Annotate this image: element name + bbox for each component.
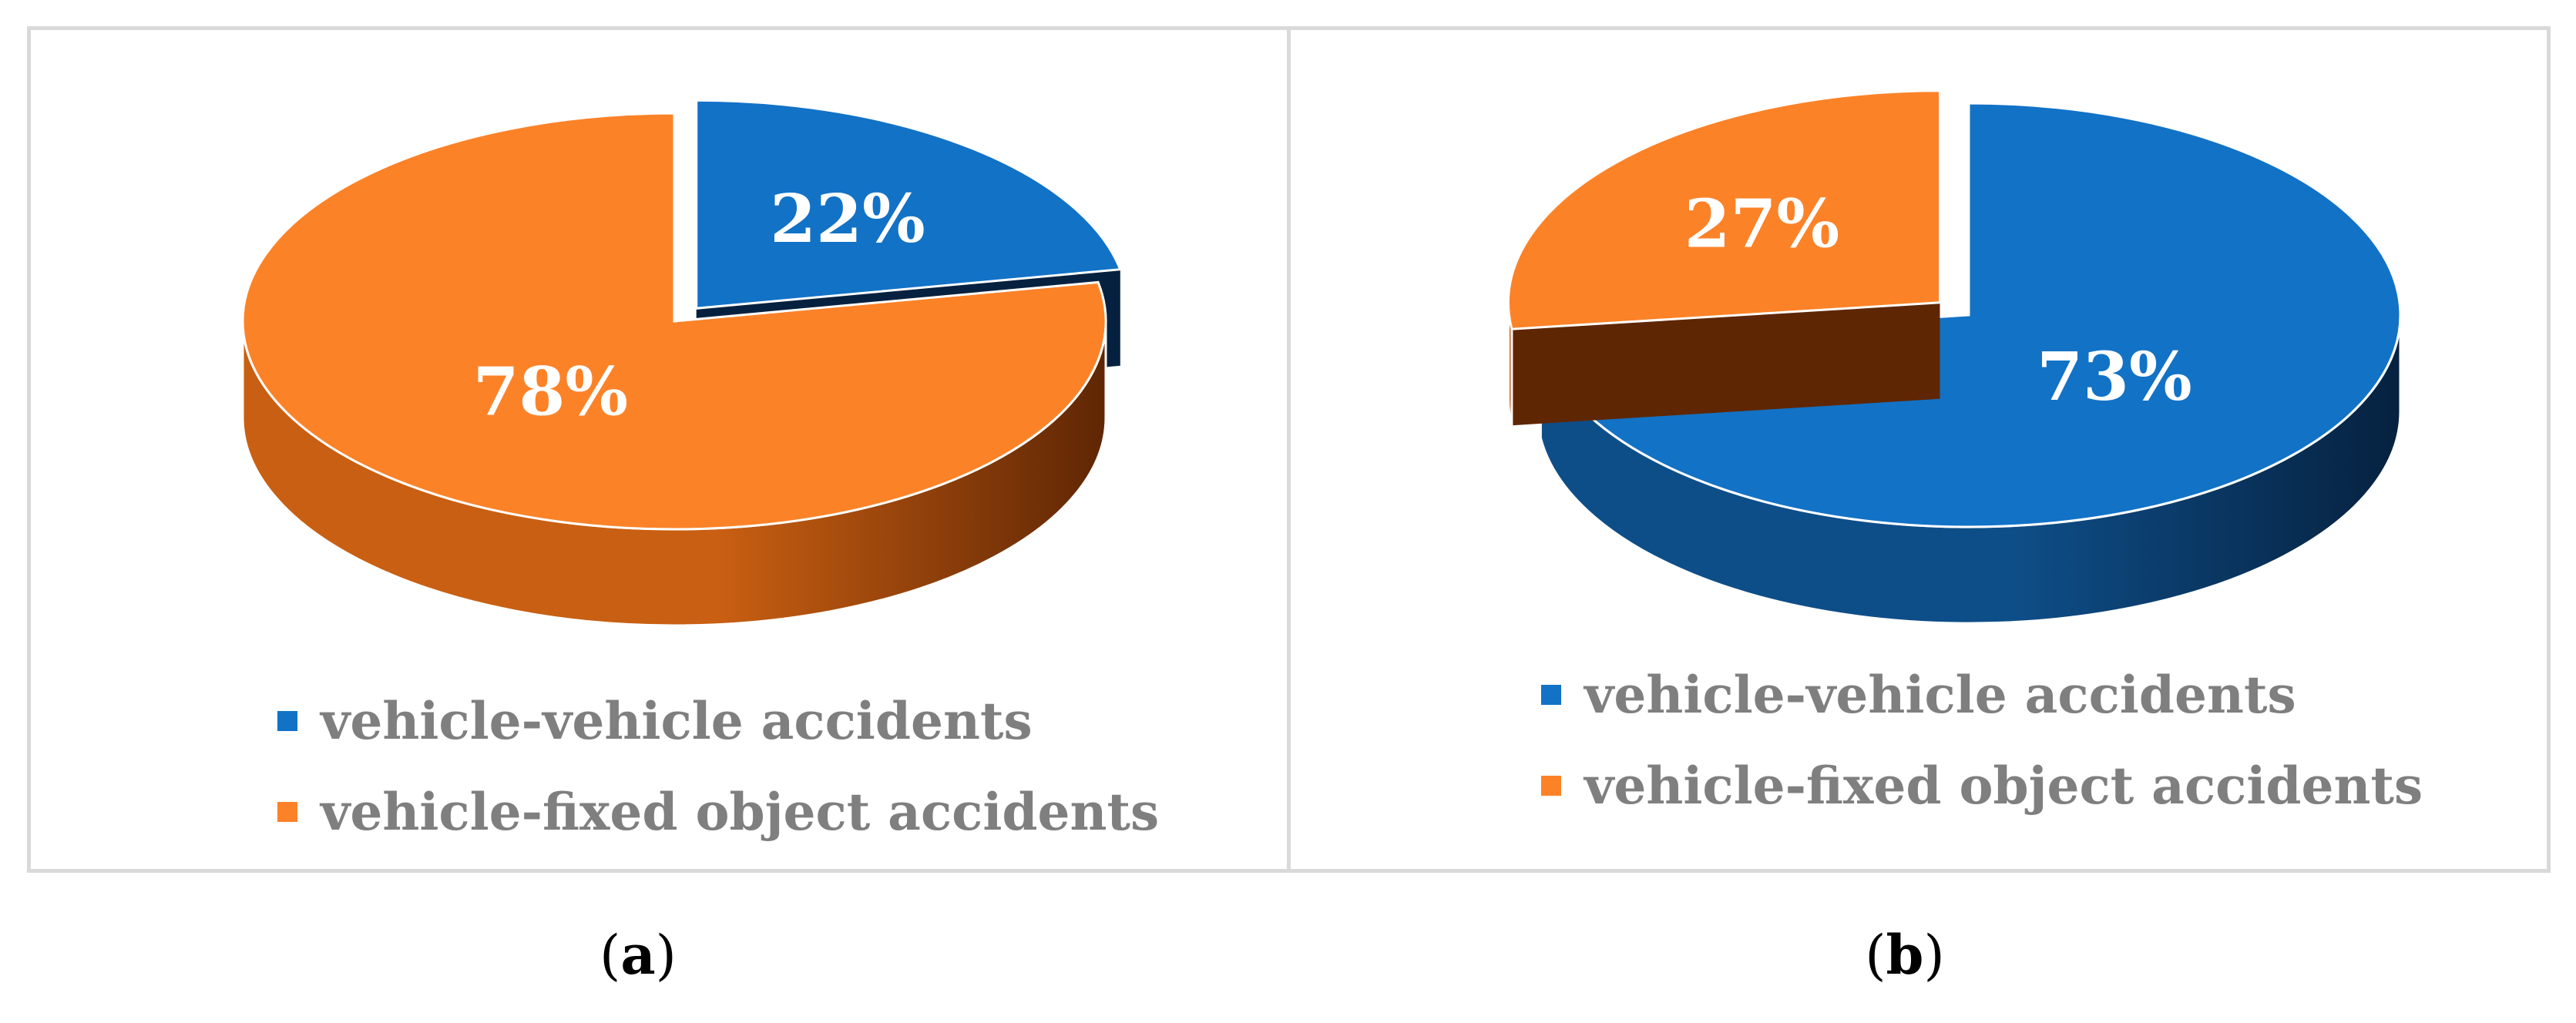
- caption-a: (a): [561, 923, 715, 987]
- legend-label-vehicle-vehicle: vehicle-vehicle accidents: [321, 691, 1033, 751]
- legend-label-vehicle-vehicle: vehicle-vehicle accidents: [1584, 665, 2296, 725]
- pie-slices: [241, 99, 1122, 627]
- slice-top: [1539, 102, 2402, 528]
- legend-item-vehicle-fixed-object: vehicle-fixed object accidents: [277, 766, 1159, 857]
- slice-top: [241, 112, 1107, 531]
- legend-item-vehicle-fixed-object: vehicle-fixed object accidents: [1541, 740, 2423, 831]
- slice-data-label: 27%: [1684, 186, 1839, 263]
- chart-panel-a: 22% 78% vehicle-vehicle accidents vehicle…: [27, 26, 1291, 873]
- chart-panel-b: 73% 27% vehicle-vehicle accidents vehicle…: [1287, 26, 2551, 873]
- caption-open-paren: (: [1865, 924, 1886, 987]
- legend-swatch-orange: [277, 802, 297, 822]
- pie-chart-b: 73% 27%: [1507, 89, 2402, 625]
- legend-swatch-blue: [1541, 685, 1561, 705]
- pie-chart-a: 22% 78%: [241, 99, 1122, 627]
- caption-b: (b): [1828, 923, 1982, 987]
- legend-a: vehicle-vehicle accidents vehicle-fixed …: [277, 676, 1159, 857]
- legend-swatch-orange: [1541, 776, 1561, 796]
- slice-vehicle-fixed-object-accidents: [241, 112, 1107, 627]
- slice-data-label: 22%: [770, 180, 925, 258]
- slice-vehicle-fixed-object-accidents: [1507, 89, 1941, 426]
- legend-label-vehicle-fixed-object: vehicle-fixed object accidents: [1584, 756, 2423, 816]
- slice-top: [695, 99, 1122, 310]
- caption-close-paren: ): [1923, 924, 1945, 987]
- legend-label-vehicle-fixed-object: vehicle-fixed object accidents: [321, 782, 1160, 842]
- caption-letter: b: [1886, 923, 1924, 987]
- legend-item-vehicle-vehicle: vehicle-vehicle accidents: [1541, 649, 2423, 740]
- caption-letter: a: [620, 923, 656, 987]
- slice-top: [1507, 89, 1941, 330]
- legend-item-vehicle-vehicle: vehicle-vehicle accidents: [277, 676, 1159, 766]
- slice-data-label: 73%: [2037, 338, 2191, 416]
- caption-open-paren: (: [599, 924, 621, 987]
- caption-close-paren: ): [655, 924, 677, 987]
- pie-slices: [1507, 89, 2402, 625]
- slice-data-label: 78%: [473, 354, 628, 431]
- slice-cut-face: [1511, 302, 1940, 426]
- legend-swatch-blue: [277, 711, 297, 731]
- legend-b: vehicle-vehicle accidents vehicle-fixed …: [1541, 649, 2423, 831]
